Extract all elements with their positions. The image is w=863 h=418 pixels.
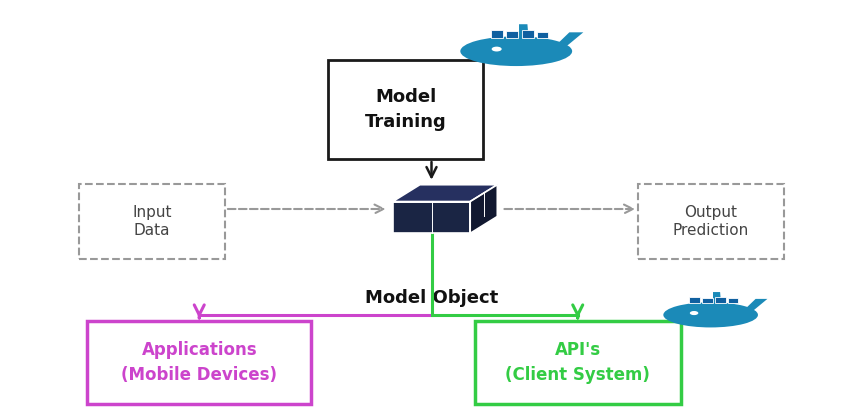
FancyBboxPatch shape	[537, 32, 548, 38]
Text: Applications
(Mobile Devices): Applications (Mobile Devices)	[121, 341, 277, 384]
FancyBboxPatch shape	[328, 59, 483, 159]
FancyBboxPatch shape	[715, 297, 726, 303]
Text: Output
Prediction: Output Prediction	[673, 205, 749, 238]
Circle shape	[492, 47, 501, 51]
Text: Model
Training: Model Training	[365, 88, 446, 131]
FancyBboxPatch shape	[507, 31, 519, 38]
FancyBboxPatch shape	[638, 184, 784, 259]
Polygon shape	[470, 185, 497, 233]
FancyBboxPatch shape	[87, 321, 311, 404]
FancyBboxPatch shape	[690, 297, 700, 303]
FancyBboxPatch shape	[79, 184, 225, 259]
Ellipse shape	[477, 53, 556, 64]
Text: Model Object: Model Object	[365, 289, 498, 307]
Polygon shape	[519, 24, 528, 38]
Polygon shape	[713, 292, 721, 303]
Polygon shape	[393, 185, 497, 201]
Text: API's
(Client System): API's (Client System)	[506, 341, 650, 384]
Text: Input
Data: Input Data	[132, 205, 172, 238]
Circle shape	[690, 311, 698, 315]
FancyBboxPatch shape	[491, 30, 503, 38]
Polygon shape	[556, 32, 583, 48]
FancyBboxPatch shape	[522, 30, 534, 38]
Polygon shape	[393, 201, 470, 233]
Polygon shape	[744, 299, 767, 313]
Ellipse shape	[664, 302, 758, 327]
FancyBboxPatch shape	[728, 298, 738, 303]
Ellipse shape	[677, 316, 744, 325]
Ellipse shape	[460, 36, 572, 66]
FancyBboxPatch shape	[702, 298, 713, 303]
FancyBboxPatch shape	[475, 321, 681, 404]
